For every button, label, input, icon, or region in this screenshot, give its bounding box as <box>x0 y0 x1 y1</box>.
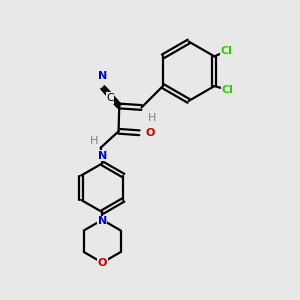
Text: H: H <box>148 113 156 123</box>
Text: Cl: Cl <box>221 46 233 56</box>
Text: N: N <box>98 216 107 226</box>
Text: N: N <box>98 71 107 81</box>
Text: O: O <box>146 128 155 138</box>
Text: H: H <box>90 136 98 146</box>
Text: C: C <box>106 93 114 103</box>
Text: N: N <box>98 151 107 160</box>
Text: O: O <box>98 258 107 268</box>
Text: Cl: Cl <box>222 85 234 95</box>
